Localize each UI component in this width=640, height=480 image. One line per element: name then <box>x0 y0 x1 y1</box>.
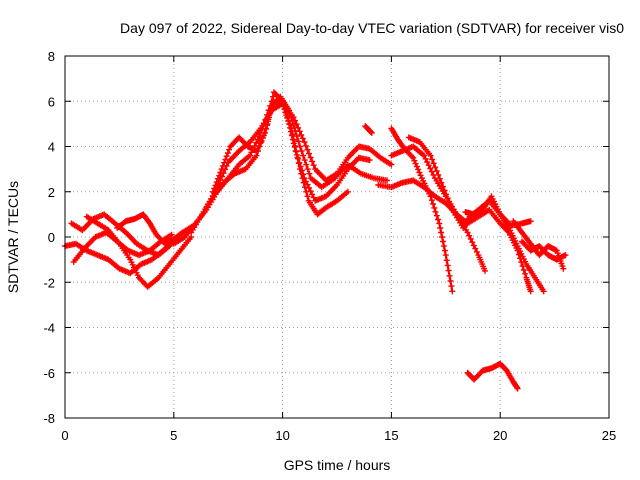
x-tick-label: 0 <box>61 428 68 443</box>
y-tick-label: 0 <box>48 230 55 245</box>
series-arc-4 <box>83 213 195 290</box>
chart-title: Day 097 of 2022, Sidereal Day-to-day VTE… <box>120 20 624 36</box>
y-tick-label: -2 <box>43 275 55 290</box>
y-tick-label: -4 <box>43 321 55 336</box>
series-arc-10 <box>362 123 375 136</box>
series-arc-9 <box>210 93 390 195</box>
y-tick-label: 4 <box>48 140 55 155</box>
data-layer <box>62 89 569 392</box>
axis-ticks: 0 5 10 15 20 25 -8 -6 -4 -2 0 2 4 6 8 <box>43 49 616 443</box>
series-plus-markers <box>83 213 195 290</box>
x-tick-label: 25 <box>602 428 616 443</box>
y-tick-label: 6 <box>48 94 55 109</box>
y-tick-label: -8 <box>43 411 55 426</box>
series-plus-markers <box>388 143 488 274</box>
y-tick-label: -6 <box>43 366 55 381</box>
x-tick-label: 10 <box>275 428 289 443</box>
y-tick-label: 2 <box>48 185 55 200</box>
grid <box>65 56 609 418</box>
x-tick-label: 15 <box>384 428 398 443</box>
series-line <box>377 179 532 293</box>
series-arc-17 <box>519 238 569 263</box>
series-arc-18 <box>464 360 521 392</box>
x-tick-label: 20 <box>493 428 507 443</box>
x-axis-label: GPS time / hours <box>284 457 391 473</box>
series-plus-markers <box>519 238 569 263</box>
series-arc-15 <box>462 193 547 295</box>
y-tick-label: 8 <box>48 49 55 64</box>
series-plus-markers <box>362 123 375 136</box>
y-axis-label: SDTVAR / TECUs <box>5 181 21 293</box>
series-line <box>390 145 487 272</box>
series-plus-markers <box>464 360 521 392</box>
series-arc-5 <box>114 211 197 247</box>
series-arc-11 <box>388 125 456 295</box>
series-plus-markers <box>462 193 547 295</box>
series-arc-12 <box>388 143 488 274</box>
series-plus-markers <box>210 93 390 195</box>
series-plus-markers <box>388 125 456 295</box>
x-tick-label: 5 <box>170 428 177 443</box>
series-plus-markers <box>114 211 197 247</box>
